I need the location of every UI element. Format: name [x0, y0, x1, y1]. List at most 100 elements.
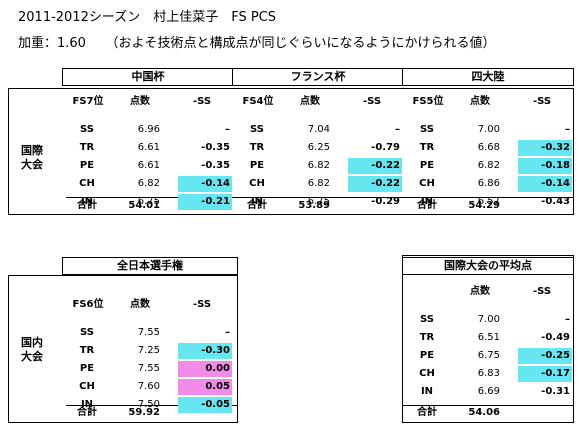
- component-diff: -0.35: [201, 142, 230, 153]
- component-label: TR: [79, 345, 95, 356]
- component-score: 7.00: [477, 124, 500, 135]
- total-score: 54.06: [468, 407, 500, 418]
- competition-header: 国際大会の平均点: [402, 257, 574, 275]
- placement: FS6位: [72, 299, 104, 310]
- total-label: 合計: [77, 407, 97, 418]
- component-diff: -0.31: [541, 386, 570, 397]
- component-label: PE: [249, 160, 265, 171]
- total-score: 53.89: [298, 200, 330, 211]
- component-score: 6.69: [477, 386, 500, 397]
- component-diff: 0.00: [178, 361, 232, 377]
- total-label: 合計: [417, 200, 437, 211]
- component-label: SS: [80, 327, 94, 338]
- component-score: 6.61: [137, 142, 160, 153]
- placement: FS5位: [412, 96, 444, 107]
- component-label: IN: [80, 399, 94, 410]
- component-diff: -0.22: [348, 176, 402, 192]
- total-divider: [66, 197, 574, 198]
- component-diff: -0.17: [518, 366, 572, 382]
- component-score: 6.25: [307, 142, 330, 153]
- component-score: 7.00: [477, 314, 500, 325]
- component-score: 6.96: [137, 124, 160, 135]
- component-score: 7.04: [307, 124, 330, 135]
- component-diff: -0.14: [518, 176, 572, 192]
- total-label: 合計: [247, 200, 267, 211]
- component-score: 6.75: [477, 350, 500, 361]
- component-diff: -0.29: [371, 196, 400, 207]
- component-diff: -0.05: [178, 397, 232, 413]
- placement: FS4位: [242, 96, 274, 107]
- component-label: TR: [419, 142, 435, 153]
- component-diff: -0.32: [518, 140, 572, 156]
- national-label-line1: 国内: [21, 336, 43, 349]
- component-label: PE: [79, 363, 95, 374]
- component-score: 6.82: [137, 178, 160, 189]
- component-label: SS: [250, 124, 264, 135]
- component-diff: –: [225, 327, 230, 338]
- component-label: CH: [419, 368, 435, 379]
- component-label: SS: [420, 124, 434, 135]
- component-diff: -0.35: [201, 160, 230, 171]
- component-score: 6.68: [477, 142, 500, 153]
- page-title: 2011-2012シーズン 村上佳菜子 FS PCS: [18, 10, 277, 25]
- diff-header: -SS: [532, 286, 552, 297]
- component-diff: –: [225, 124, 230, 135]
- points-header: 点数: [130, 299, 150, 310]
- international-panel: [8, 88, 574, 215]
- component-diff: -0.43: [541, 196, 570, 207]
- total-divider: [402, 405, 574, 406]
- component-score: 6.61: [137, 160, 160, 171]
- component-label: SS: [80, 124, 94, 135]
- international-label-line2: 大会: [21, 158, 43, 171]
- component-score: 7.50: [137, 399, 160, 410]
- national-label: 国内 大会: [12, 336, 52, 364]
- component-score: 6.75: [137, 196, 160, 207]
- component-label: CH: [79, 178, 95, 189]
- national-label-line2: 大会: [21, 350, 43, 363]
- placement: FS7位: [72, 96, 104, 107]
- component-label: IN: [420, 386, 434, 397]
- component-diff: -0.22: [348, 158, 402, 174]
- total-divider: [66, 405, 238, 406]
- component-label: CH: [79, 381, 95, 392]
- points-header: 点数: [300, 96, 320, 107]
- total-score: 54.01: [128, 200, 160, 211]
- component-score: 6.75: [307, 196, 330, 207]
- component-diff: -0.18: [518, 158, 572, 174]
- component-label: CH: [419, 178, 435, 189]
- component-label: TR: [249, 142, 265, 153]
- component-diff: -0.79: [371, 142, 400, 153]
- component-score: 6.57: [477, 196, 500, 207]
- component-label: PE: [79, 160, 95, 171]
- component-score: 6.82: [307, 160, 330, 171]
- points-header: 点数: [470, 286, 490, 297]
- component-label: TR: [419, 332, 435, 343]
- component-score: 6.82: [307, 178, 330, 189]
- total-score: 54.29: [468, 200, 500, 211]
- points-header: 点数: [470, 96, 490, 107]
- component-diff: -0.25: [518, 348, 572, 364]
- component-diff: –: [565, 124, 570, 135]
- total-label: 合計: [417, 407, 437, 418]
- component-score: 6.82: [477, 160, 500, 171]
- component-diff: -0.30: [178, 343, 232, 359]
- component-diff: -0.14: [178, 176, 232, 192]
- component-diff: –: [395, 124, 400, 135]
- component-label: CH: [249, 178, 265, 189]
- component-score: 7.55: [137, 327, 160, 338]
- component-label: IN: [250, 196, 264, 207]
- component-score: 7.55: [137, 363, 160, 374]
- weight-note: 加重：1.60 （およそ技術点と構成点が同じぐらいになるようにかけられる値）: [18, 36, 496, 51]
- component-diff: -0.21: [178, 194, 232, 210]
- international-label: 国際 大会: [12, 144, 52, 172]
- competition-header: 中国杯: [62, 68, 234, 86]
- component-label: PE: [419, 160, 435, 171]
- component-label: IN: [420, 196, 434, 207]
- component-label: SS: [420, 314, 434, 325]
- competition-header: フランス杯: [232, 68, 404, 86]
- component-label: PE: [419, 350, 435, 361]
- component-label: TR: [79, 142, 95, 153]
- component-diff: –: [565, 314, 570, 325]
- component-score: 7.25: [137, 345, 160, 356]
- points-header: 点数: [130, 96, 150, 107]
